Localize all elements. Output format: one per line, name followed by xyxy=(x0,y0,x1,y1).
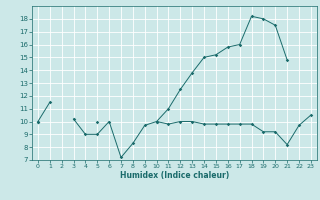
X-axis label: Humidex (Indice chaleur): Humidex (Indice chaleur) xyxy=(120,171,229,180)
